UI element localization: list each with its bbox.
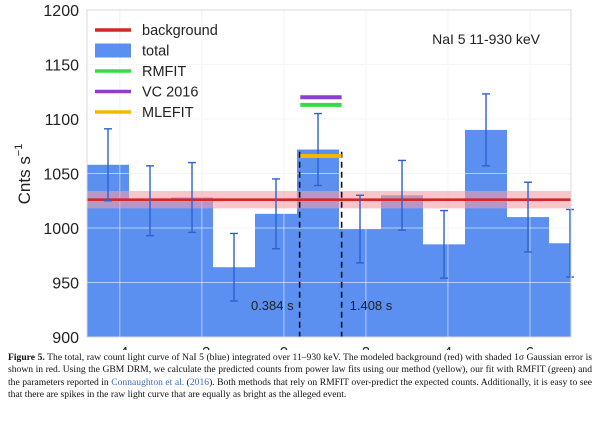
light-curve-figure: 0.384 s 1.408 s 900 950 1000 1050 1100 1150 120… bbox=[13, 3, 575, 350]
citation-link[interactable]: Connaughton et al. bbox=[111, 376, 185, 388]
legend-label-0: background bbox=[142, 23, 218, 39]
bars-group bbox=[87, 9, 571, 338]
legend-label-2: RMFIT bbox=[142, 64, 186, 80]
caption-text-1: The total, raw count light curve of NaI … bbox=[8, 352, 592, 388]
x-tick-label-3: 2 bbox=[362, 344, 370, 350]
x-tick-label-5: 6 bbox=[526, 344, 534, 350]
chart-title: NaI 5 11-930 keV bbox=[432, 31, 541, 47]
legend-label-3: VC 2016 bbox=[142, 85, 198, 101]
x-tick-label-4: 4 bbox=[444, 344, 452, 350]
legend-label-1: total bbox=[142, 44, 169, 60]
y-tick-label-5: 1150 bbox=[45, 58, 80, 75]
x-tick-label-1: −2 bbox=[193, 344, 210, 350]
x-tick-label-2: 0 bbox=[280, 344, 288, 350]
x-tick-label-0: −4 bbox=[111, 344, 128, 350]
model-lines-group bbox=[300, 95, 342, 159]
y-axis-label-exponent: −1 bbox=[13, 144, 25, 157]
caption-paren: ( bbox=[184, 376, 190, 388]
y-tick-label-3: 1050 bbox=[43, 167, 79, 184]
y-tick-label-0: 900 bbox=[52, 330, 79, 347]
caption-label: Figure 5. bbox=[8, 352, 45, 363]
plot-frame bbox=[86, 9, 572, 338]
legend-label-4: MLEFIT bbox=[142, 105, 194, 121]
errorbars-group bbox=[104, 93, 575, 302]
marker-label-end: 1.408 s bbox=[350, 298, 393, 313]
caption-text-2: ). Both methods that rely on RMFIT over-… bbox=[8, 376, 593, 401]
y-axis-label-text: Cnts s bbox=[15, 156, 34, 204]
background-model-group bbox=[87, 190, 571, 209]
event-markers-group: 0.384 s 1.408 s bbox=[251, 151, 393, 337]
citation-year-link[interactable]: 2016 bbox=[189, 376, 210, 388]
legend-swatch-1 bbox=[95, 43, 131, 58]
axes-group: 900 950 1000 1050 1100 1150 1200 −4 −2 0 2 4 6 bbox=[43, 3, 572, 350]
bar-11 bbox=[549, 243, 571, 337]
y-tick-label-4: 1100 bbox=[45, 112, 80, 129]
figure-caption: Figure 5. The total, raw count light cur… bbox=[8, 352, 592, 402]
legend: background total RMFIT VC 2016 MLEFIT bbox=[95, 23, 218, 121]
y-axis-label: Cnts s−1 bbox=[13, 144, 34, 205]
y-tick-label-6: 1200 bbox=[43, 3, 79, 20]
marker-label-start: 0.384 s bbox=[251, 298, 294, 313]
y-tick-label-1: 950 bbox=[52, 276, 79, 293]
y-tick-label-2: 1000 bbox=[43, 221, 79, 238]
